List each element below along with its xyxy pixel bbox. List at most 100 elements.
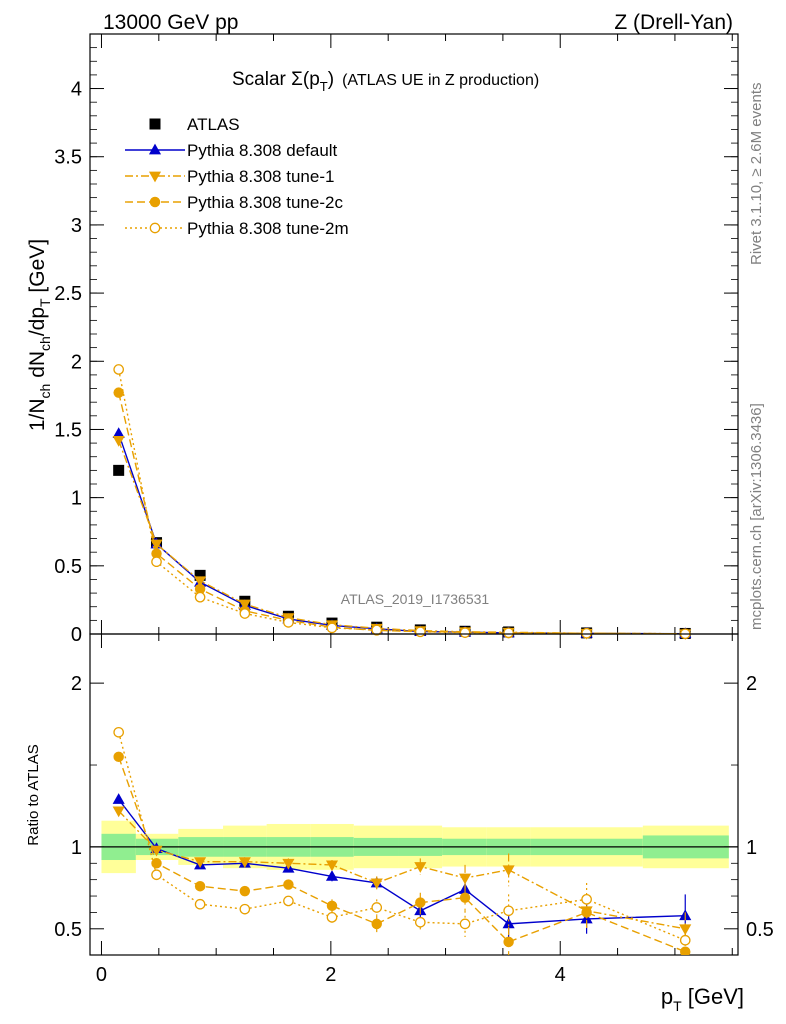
legend-label: ATLAS <box>187 115 240 134</box>
header-left: 13000 GeV pp <box>103 11 238 34</box>
main-point <box>151 548 162 559</box>
main-point <box>113 364 124 375</box>
main-point <box>194 591 206 603</box>
ratio-ylabel: Ratio to ATLAS <box>25 744 42 845</box>
main-point <box>113 387 124 398</box>
xlabel-main: p <box>661 984 673 1009</box>
ratio-point <box>113 751 124 763</box>
ylabel-p5: T <box>37 298 53 307</box>
ratio-point <box>325 870 339 881</box>
main-ytick-label: 1.5 <box>54 419 82 441</box>
ratio-point <box>326 912 338 923</box>
ylabel-p1: ch <box>37 384 53 399</box>
ratio-point <box>112 793 125 804</box>
main-series-line <box>117 369 686 635</box>
main-panel: 0 0.5 1 1.5 2 2.5 3 3.5 4 ATLAS Pythia 8.308 defau… <box>54 33 739 646</box>
main-ytick-label: 0.5 <box>54 556 82 578</box>
ratio-point <box>282 858 295 870</box>
main-series-0 <box>113 464 691 639</box>
legend-marker <box>148 143 162 155</box>
ratio-point <box>503 936 514 948</box>
xlabel-rest: [GeV] <box>682 984 744 1009</box>
ratio-frame <box>89 633 739 956</box>
ratio-point <box>459 918 471 930</box>
main-point <box>150 539 163 551</box>
ratio-ytick-label-right: 2 <box>746 673 757 695</box>
ratio-point <box>459 892 471 903</box>
main-ytick-label: 2.5 <box>54 283 82 305</box>
ratio-series-line <box>117 732 686 941</box>
title-rest: (ATLAS UE in Z production) <box>342 72 539 89</box>
ratio-xlabel: pT [GeV] <box>661 984 744 1014</box>
legend-label: Pythia 8.308 tune-1 <box>187 167 334 186</box>
main-point <box>113 464 125 476</box>
ratio-point <box>458 873 472 885</box>
ylabel-p6: [GeV] <box>26 239 49 299</box>
main-ytick-label: 3.5 <box>54 147 82 169</box>
legend-label: Pythia 8.308 tune-2c <box>187 193 343 212</box>
ratio-xtick-label: 2 <box>325 964 336 986</box>
main-series-2 <box>112 435 692 641</box>
main-point <box>581 627 592 639</box>
legend-marker <box>149 222 161 234</box>
ratio-point <box>194 857 207 868</box>
title-close: ) <box>328 69 334 90</box>
ratio-ytick-label: 2 <box>71 673 82 695</box>
legend-label: Pythia 8.308 tune-2m <box>187 219 349 238</box>
main-point <box>112 435 125 447</box>
legend: ATLAS Pythia 8.308 default Pythia 8.308 tu… <box>125 115 349 238</box>
ratio-ytick-label-right: 1 <box>746 837 757 859</box>
ratio-ytick-label-right: 0.5 <box>746 919 774 941</box>
ratio-point <box>581 907 592 918</box>
ratio-point <box>326 900 338 912</box>
main-title: Scalar Σ(pT) (ATLAS UE in Z production) <box>232 69 539 94</box>
ratio-point <box>502 865 515 877</box>
side-label-rivet: Rivet 3.1.10, ≥ 2.6M events <box>748 83 765 266</box>
ratio-point <box>283 879 294 890</box>
ratio-point <box>113 726 124 738</box>
legend-marker <box>148 171 162 183</box>
ratio-panel: 0.5 0.5 1 1 2 2 0 2 4 <box>54 633 774 986</box>
ratio-xtick-label: 4 <box>555 964 566 986</box>
ratio-point <box>414 862 427 873</box>
ratio-point <box>679 934 691 946</box>
ratio-point <box>415 897 426 908</box>
legend-marker <box>149 118 161 130</box>
main-series-line <box>118 440 686 635</box>
main-point <box>326 622 338 634</box>
ratio-series-3 <box>113 726 691 955</box>
legend-marker <box>149 196 161 208</box>
main-point <box>194 583 206 595</box>
ylabel-p0: 1/N <box>26 398 49 431</box>
ratio-point <box>325 860 339 872</box>
xlabel-sub: T <box>673 998 682 1014</box>
main-ylabel: 1/Nch dNch/dpT [GeV] <box>26 239 53 431</box>
ratio-point <box>151 869 162 881</box>
ratio-point <box>239 903 251 915</box>
ratio-ytick-label: 0.5 <box>54 919 82 941</box>
ylabel-p4: /dp <box>26 307 49 336</box>
main-point <box>414 626 426 638</box>
main-point <box>459 627 471 638</box>
ratio-point <box>371 918 382 930</box>
main-ytick-label: 2 <box>71 351 82 373</box>
ratio-series-line <box>118 756 686 953</box>
main-point <box>151 556 162 568</box>
ratio-ytick-label: 1 <box>71 837 82 859</box>
ratio-point <box>150 845 163 857</box>
ratio-point <box>502 917 515 929</box>
title-main: Scalar Σ(p <box>232 69 320 90</box>
legend-label: Pythia 8.308 default <box>187 141 338 160</box>
main-ytick-label: 4 <box>71 79 82 101</box>
ratio-point <box>371 902 383 913</box>
ratio-point <box>151 858 162 869</box>
ratio-point <box>283 895 294 907</box>
main-point <box>238 599 251 611</box>
ratio-point <box>238 857 251 868</box>
title-sub: T <box>320 79 328 94</box>
ratio-series-line <box>118 798 686 925</box>
main-point <box>194 569 206 581</box>
watermark: ATLAS_2019_I1736531 <box>341 591 490 607</box>
ratio-point <box>112 806 125 818</box>
